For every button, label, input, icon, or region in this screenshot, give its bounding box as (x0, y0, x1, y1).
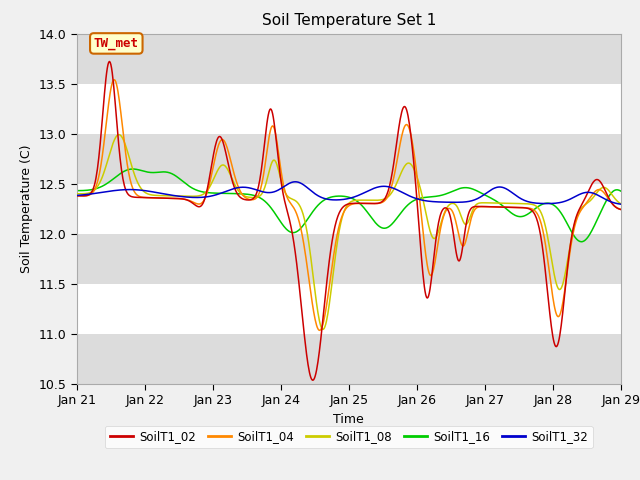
Legend: SoilT1_02, SoilT1_04, SoilT1_08, SoilT1_16, SoilT1_32: SoilT1_02, SoilT1_04, SoilT1_08, SoilT1_… (105, 426, 593, 448)
Bar (77, 234, 621, 284)
Bar (77, 284, 621, 334)
Bar (77, 84, 621, 134)
Bar (77, 134, 621, 184)
X-axis label: Time: Time (333, 413, 364, 426)
Bar (77, 34, 621, 84)
Text: TW_met: TW_met (94, 37, 139, 50)
Y-axis label: Soil Temperature (C): Soil Temperature (C) (20, 144, 33, 273)
Title: Soil Temperature Set 1: Soil Temperature Set 1 (262, 13, 436, 28)
Bar (77, 184, 621, 234)
Bar (77, 334, 621, 384)
